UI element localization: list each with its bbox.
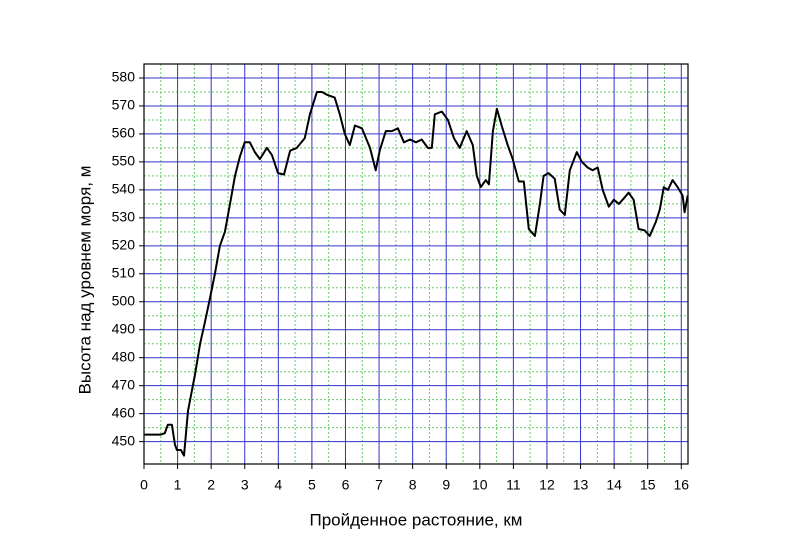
y-tick-label: 460: [112, 404, 136, 420]
x-tick-label: 2: [207, 477, 215, 493]
y-tick-label: 530: [112, 209, 136, 225]
y-axis-label: Высота над уровнем моря, м: [75, 166, 94, 395]
x-tick-label: 10: [472, 477, 488, 493]
x-tick-label: 11: [506, 477, 521, 493]
y-tick-label: 450: [112, 432, 136, 448]
plot-frame: [143, 63, 689, 465]
x-tick-label: 9: [442, 477, 450, 493]
x-tick-label: 16: [673, 477, 689, 493]
y-tick-label: 480: [112, 348, 136, 364]
x-tick-label: 6: [342, 477, 350, 493]
x-tick-label: 0: [140, 477, 148, 493]
x-tick-label: 14: [606, 477, 622, 493]
y-tick-label: 510: [112, 264, 136, 280]
y-tick-label: 520: [112, 237, 136, 253]
x-tick-label: 12: [539, 477, 555, 493]
y-tick-label: 560: [112, 125, 136, 141]
x-tick-label: 4: [274, 477, 282, 493]
elevation-line: [144, 91, 689, 457]
x-tick-label: 5: [308, 477, 316, 493]
y-tick-label: 580: [112, 69, 136, 85]
y-tick-label: 570: [112, 97, 136, 113]
y-tick-label: 500: [112, 292, 136, 308]
x-tick-label: 15: [640, 477, 656, 493]
y-tick-label: 550: [112, 153, 136, 169]
x-tick-label: 1: [174, 477, 182, 493]
x-tick-label: 3: [241, 477, 249, 493]
x-tick-label: 7: [375, 477, 383, 493]
x-axis-label: Пройденное растояние, км: [310, 510, 523, 529]
y-tick-label: 490: [112, 320, 136, 336]
x-tick-label: 8: [409, 477, 417, 493]
y-tick-label: 540: [112, 181, 136, 197]
y-tick-label: 470: [112, 376, 136, 392]
x-tick-label: 13: [573, 477, 589, 493]
